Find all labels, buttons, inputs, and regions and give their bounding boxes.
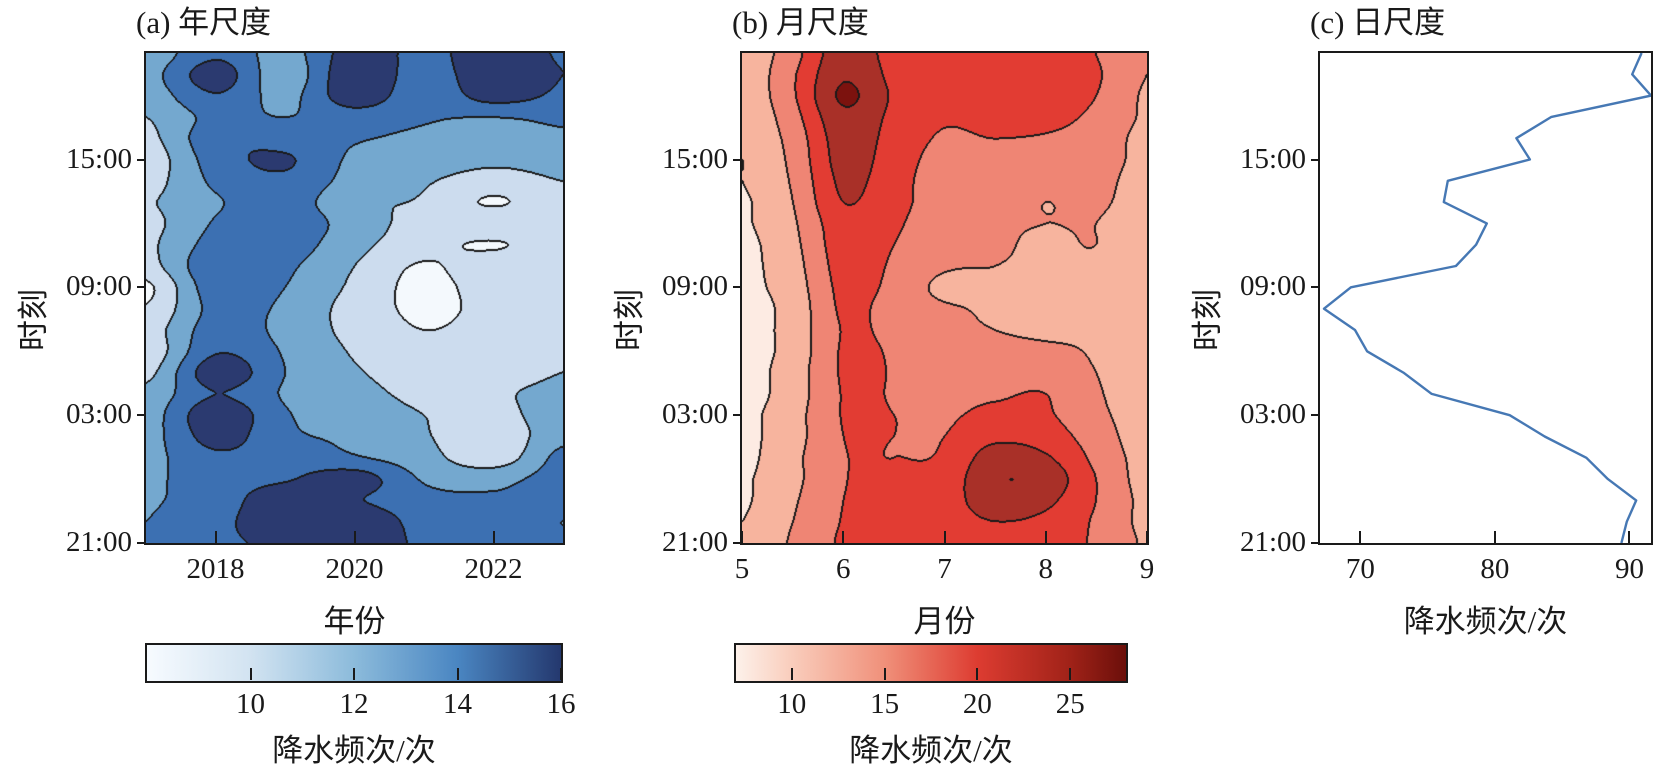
panel-monthly-title: (b) 月尺度 xyxy=(732,5,869,40)
y-tick-mark xyxy=(1311,158,1320,161)
daily-frequency-line xyxy=(1322,53,1651,543)
colorbar-tick-mark xyxy=(249,668,252,680)
x-tick-mark xyxy=(214,531,217,543)
colorbar-tick-mark xyxy=(353,668,355,680)
y-tick-label: 09:00 xyxy=(661,270,728,303)
colorbar-tick-label: 10 xyxy=(777,688,807,720)
x-tick-mark xyxy=(1493,531,1496,543)
y-tick-label: 03:00 xyxy=(65,398,132,431)
y-tick-mark xyxy=(137,158,146,161)
y-tick-mark xyxy=(137,414,146,417)
x-tick-label: 7 xyxy=(937,553,952,585)
x-tick-label: 80 xyxy=(1480,553,1510,585)
y-tick-mark xyxy=(733,542,742,544)
y-tick-label: 15:00 xyxy=(661,142,728,175)
colorbar-tick-label: 20 xyxy=(962,688,992,720)
x-tick-mark xyxy=(492,531,495,543)
x-tick-mark xyxy=(943,531,946,543)
panel-daily-plot-area xyxy=(1318,51,1653,545)
monthly-contour-canvas xyxy=(742,53,1147,543)
x-tick-label: 6 xyxy=(836,553,851,585)
x-tick-label: 2018 xyxy=(186,553,245,585)
daily-frequency-line-chart xyxy=(1322,53,1651,543)
colorbar-tick-label: 16 xyxy=(546,688,576,720)
y-tick-mark xyxy=(1311,542,1320,544)
colorbar-tick-label: 25 xyxy=(1055,688,1085,720)
x-tick-label: 8 xyxy=(1038,553,1054,585)
colorbar-tick-mark xyxy=(1069,668,1072,680)
panel-monthly-x-axis-label: 月份 xyxy=(913,604,976,639)
x-tick-mark xyxy=(842,531,845,543)
panel-annual-y-axis-label: 时刻 xyxy=(16,289,51,351)
colorbar-tick-label: 12 xyxy=(339,688,369,720)
x-tick-mark xyxy=(1044,531,1047,543)
panel-monthly-y-axis-label: 时刻 xyxy=(612,289,647,351)
panel-annual-x-axis-label: 年份 xyxy=(323,604,386,639)
y-tick-mark xyxy=(733,158,742,161)
x-tick-label: 70 xyxy=(1345,553,1375,585)
panel-annual-title: (a) 年尺度 xyxy=(136,5,272,40)
y-tick-mark xyxy=(1311,414,1320,417)
annual-contour-canvas xyxy=(146,53,563,543)
y-tick-mark xyxy=(1311,286,1320,289)
panel-daily-y-axis-label: 时刻 xyxy=(1190,289,1225,351)
colorbar-tick-mark xyxy=(976,668,979,680)
y-tick-label: 15:00 xyxy=(1239,142,1306,175)
y-tick-label: 09:00 xyxy=(65,270,132,303)
x-tick-label: 9 xyxy=(1139,553,1155,585)
colorbar-tick-mark xyxy=(456,668,459,680)
panel-daily-x-axis-label: 降水频次/次 xyxy=(1403,604,1568,639)
colorbar-tick-label: 14 xyxy=(443,688,472,720)
panel-monthly-plot-area xyxy=(740,51,1149,545)
annual-colorbar-label: 降水频次/次 xyxy=(272,733,436,767)
x-tick-mark xyxy=(1628,531,1631,543)
x-tick-mark xyxy=(1146,531,1148,543)
y-tick-label: 09:00 xyxy=(1239,270,1306,303)
y-tick-mark xyxy=(733,286,742,289)
colorbar-tick-label: 10 xyxy=(236,688,265,720)
y-tick-label: 15:00 xyxy=(65,142,132,175)
y-tick-mark xyxy=(137,286,146,289)
y-tick-mark xyxy=(733,414,742,417)
x-tick-label: 2020 xyxy=(325,553,384,585)
panel-daily-title: (c) 日尺度 xyxy=(1310,5,1446,40)
y-tick-mark xyxy=(137,542,146,544)
y-tick-label: 03:00 xyxy=(1239,398,1306,431)
x-tick-label: 2022 xyxy=(464,553,523,585)
y-tick-label: 21:00 xyxy=(661,525,728,558)
x-tick-mark xyxy=(1359,531,1362,543)
y-tick-label: 21:00 xyxy=(1239,525,1306,558)
y-tick-label: 21:00 xyxy=(65,525,132,558)
x-tick-label: 5 xyxy=(734,553,750,585)
y-tick-label: 03:00 xyxy=(661,398,728,431)
x-tick-label: 90 xyxy=(1614,553,1644,585)
x-tick-mark xyxy=(741,531,743,543)
colorbar-tick-mark xyxy=(790,668,793,680)
colorbar-tick-label: 15 xyxy=(870,688,900,720)
panel-annual-plot-area xyxy=(144,51,565,545)
colorbar-tick-mark xyxy=(883,668,886,680)
monthly-colorbar-label: 降水频次/次 xyxy=(849,733,1013,767)
monthly-colorbar xyxy=(734,643,1128,683)
x-tick-mark xyxy=(353,531,356,543)
colorbar-tick-mark xyxy=(560,668,562,680)
